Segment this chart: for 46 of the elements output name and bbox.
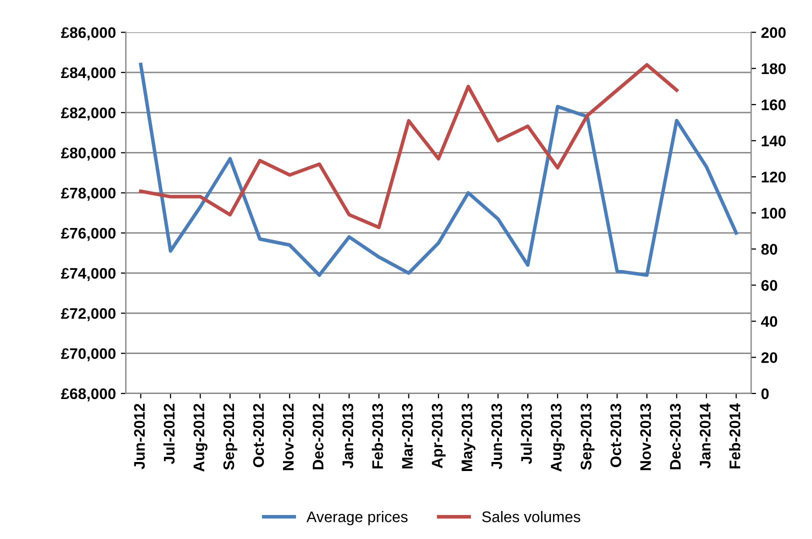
y-tick-label: £78,000 (61, 188, 116, 201)
x-tick-label: Nov-2013 (640, 404, 652, 470)
y-tick-label: £68,000 (61, 388, 116, 402)
x-tick-label: Jul-2013 (520, 404, 532, 464)
legend-label: Average prices (306, 511, 408, 526)
y2-tick-label: 20 (761, 352, 778, 364)
x-tick-label: Jun-2012 (134, 404, 145, 470)
x-tick-label: Mar-2013 (402, 404, 413, 468)
x-tick-label: Sep-2013 (580, 404, 594, 470)
x-tick-label: Dec-2013 (670, 404, 681, 470)
y2-tick-label: 200 (761, 27, 786, 38)
line-series (139, 62, 738, 277)
y-tick-label: £72,000 (61, 308, 116, 322)
x-tick-label: Apr-2013 (432, 404, 446, 468)
y-tick-label: £84,000 (61, 67, 116, 80)
x-tick-label: Dec-2012 (312, 404, 324, 470)
line-series (139, 63, 678, 230)
x-tick-label: Feb-2013 (372, 404, 384, 468)
x-tick-label: Jun-2013 (491, 404, 502, 470)
x-tick-label: Jan-2014 (700, 403, 711, 468)
x-tick-label: Aug-2013 (550, 404, 565, 472)
y-tick-label: £76,000 (61, 228, 116, 241)
x-tick-label: May-2013 (462, 404, 476, 471)
y-tick-label: £74,000 (61, 268, 116, 281)
y2-tick-label: 60 (761, 280, 778, 291)
y2-tick-label: 0 (761, 388, 769, 400)
y-tick-label: £70,000 (61, 348, 116, 362)
x-tick-label: Jul-2012 (163, 404, 175, 464)
y2-tick-label: 120 (762, 172, 786, 182)
y2-tick-label: 100 (762, 208, 786, 219)
y-tick-label: £86,000 (61, 27, 116, 40)
x-tick-label: Oct-2012 (253, 404, 264, 468)
y-tick-label: £82,000 (61, 107, 116, 120)
x-tick-label: Aug-2012 (194, 404, 208, 472)
y-tick-label: £80,000 (61, 148, 116, 161)
y2-tick-label: 80 (761, 244, 778, 255)
legend-label: Sales volumes (482, 511, 580, 522)
x-tick-label: Nov-2012 (282, 404, 294, 470)
x-tick-label: Jan-2013 (342, 404, 354, 468)
x-tick-label: Oct-2013 (610, 404, 622, 468)
y2-tick-label: 140 (762, 136, 786, 146)
x-tick-label: Feb-2014 (729, 403, 740, 468)
y2-tick-label: 40 (761, 316, 778, 327)
y2-tick-label: 180 (762, 63, 786, 74)
x-tick-label: Sep-2012 (223, 404, 238, 470)
y2-tick-label: 160 (762, 99, 786, 110)
